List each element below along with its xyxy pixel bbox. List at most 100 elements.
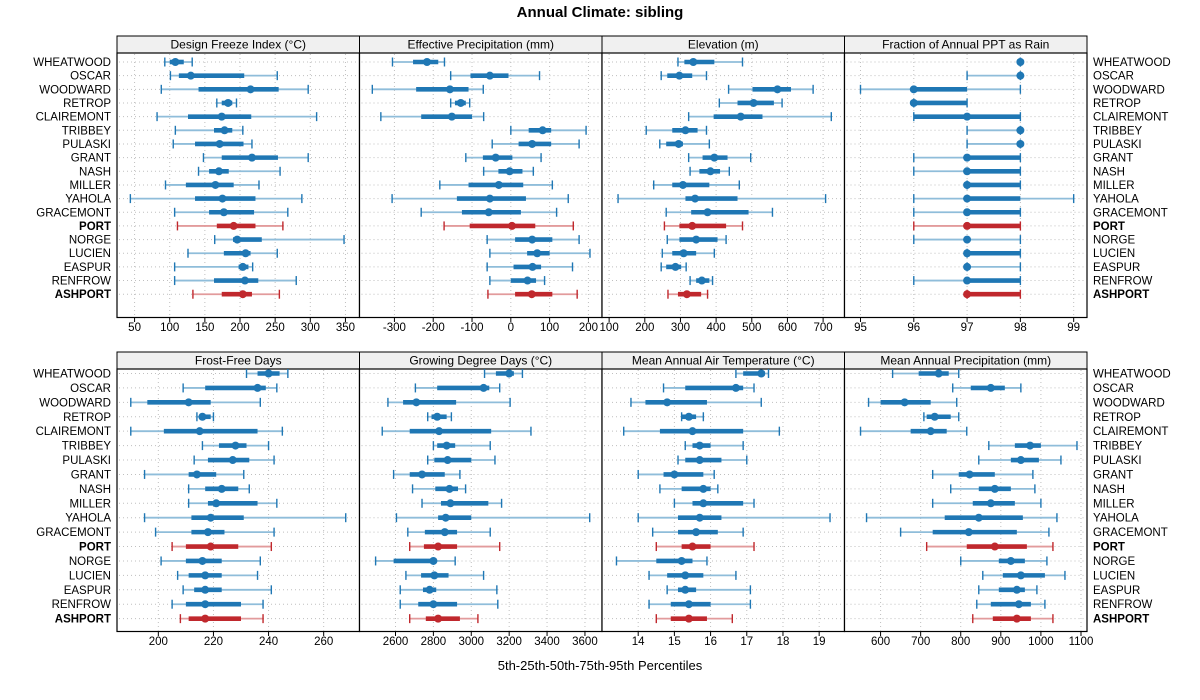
median-dot <box>484 208 493 217</box>
median-dot <box>195 427 204 436</box>
panel-mean-annual-precipitation-mm: Mean Annual Precipitation (mm) 600 700 800 9… <box>843 351 1093 648</box>
median-dot <box>663 398 672 407</box>
percentile-row-miller <box>361 498 600 508</box>
station-label-right-port: PORT <box>1093 542 1125 554</box>
percentile-row-nash <box>846 166 1085 176</box>
station-label-right-port: PORT <box>1093 221 1125 233</box>
axis-tick-label: 16 <box>704 636 717 648</box>
median-dot <box>703 208 712 217</box>
percentile-row-yahola <box>846 513 1085 523</box>
median-dot <box>963 290 972 299</box>
median-dot <box>1016 71 1025 80</box>
percentile-row-wheatwood <box>361 369 600 378</box>
station-label-left-pulaski: PULASKI <box>62 455 111 467</box>
axis-tick-label: 150 <box>195 322 214 334</box>
percentile-row-grant <box>119 469 358 479</box>
axis-tick-label: 98 <box>1014 322 1027 334</box>
station-label-left-wheatwood: WHEATWOOD <box>33 57 111 69</box>
axis-tick-label: 250 <box>266 322 285 334</box>
station-label-left-yahola: YAHOLA <box>65 513 111 525</box>
median-dot <box>528 235 537 244</box>
percentile-row-gracemont <box>361 527 600 537</box>
median-dot <box>684 614 693 623</box>
median-dot <box>986 383 995 392</box>
station-label-left-woodward: WOODWARD <box>39 397 111 409</box>
station-label-left-renfrow: RENFROW <box>52 276 112 288</box>
median-dot <box>963 221 972 230</box>
panel-title: Frost-Free Days <box>195 354 282 368</box>
median-dot <box>682 290 691 299</box>
station-label-right-retrop: RETROP <box>1093 412 1141 424</box>
station-label-left-norge: NORGE <box>69 235 112 247</box>
median-dot <box>677 556 686 565</box>
station-label-right-gracemont: GRACEMONT <box>1093 207 1168 219</box>
median-dot <box>212 499 221 508</box>
median-dot <box>695 441 704 450</box>
station-label-right-clairemont: CLAIREMONT <box>1093 426 1168 438</box>
median-dot <box>485 71 494 80</box>
median-dot <box>736 112 745 121</box>
station-label-right-miller: MILLER <box>1093 498 1135 510</box>
median-dot <box>1016 126 1025 135</box>
percentile-row-miller <box>119 180 358 190</box>
percentile-row-pulaski <box>846 455 1085 465</box>
median-dot <box>505 167 514 176</box>
percentile-row-tribbey <box>604 441 843 451</box>
percentile-row-clairemont <box>604 426 843 436</box>
percentile-row-retrop <box>361 412 600 422</box>
station-label-right-norge: NORGE <box>1093 556 1136 568</box>
station-label-right-lucien: LUCIEN <box>1093 248 1135 260</box>
median-dot <box>990 484 999 493</box>
percentile-row-miller <box>604 498 843 508</box>
median-dot <box>224 98 233 107</box>
percentile-row-port <box>361 221 600 231</box>
station-label-right-tribbey: TRIBBEY <box>1093 125 1143 137</box>
percentile-row-renfrow <box>604 599 843 609</box>
median-dot <box>909 98 918 107</box>
station-label-right-clairemont: CLAIREMONT <box>1093 112 1168 124</box>
percentile-row-yahola <box>604 194 843 204</box>
median-dot <box>963 262 972 271</box>
median-dot <box>533 249 542 258</box>
median-dot <box>253 383 262 392</box>
median-dot <box>241 249 250 258</box>
median-dot <box>990 542 999 551</box>
percentile-row-renfrow <box>604 276 843 286</box>
median-dot <box>217 484 226 493</box>
median-dot <box>689 58 698 66</box>
axis-tick-label: 3600 <box>572 636 598 648</box>
median-dot <box>695 513 704 522</box>
station-label-left-renfrow: RENFROW <box>52 599 112 611</box>
percentile-row-gracemont <box>604 207 843 217</box>
percentile-row-ashport <box>361 289 600 299</box>
median-dot <box>215 139 224 148</box>
median-dot <box>974 513 983 522</box>
median-dot <box>264 369 273 378</box>
percentile-row-nash <box>361 484 600 494</box>
percentile-row-ashport <box>604 289 843 299</box>
median-dot <box>442 441 451 450</box>
percentile-row-yahola <box>846 194 1085 204</box>
axis-tick-label: 3200 <box>496 636 522 648</box>
station-label-left-gracemont: GRACEMONT <box>36 527 111 539</box>
percentile-row-lucien <box>361 248 600 258</box>
median-dot <box>446 499 455 508</box>
percentile-row-nash <box>361 166 600 176</box>
median-dot <box>671 262 680 271</box>
axis-tick-label: 96 <box>907 322 920 334</box>
percentile-row-gracemont <box>119 527 358 537</box>
median-dot <box>203 528 212 537</box>
axis-tick-label: 100 <box>600 322 619 334</box>
axis-tick-label: 95 <box>854 322 867 334</box>
percentile-row-renfrow <box>119 276 358 286</box>
percentile-row-miller <box>846 180 1085 190</box>
percentile-row-easpur <box>119 585 358 595</box>
median-dot <box>706 167 715 176</box>
station-label-left-lucien: LUCIEN <box>69 248 111 260</box>
axis-tick-label: 2800 <box>421 636 447 648</box>
median-dot <box>695 456 704 465</box>
median-dot <box>1016 456 1025 465</box>
axis-tick-label: 19 <box>813 636 826 648</box>
panel-growing-degree-days-c: Growing Degree Days (°C) 2600 2800 3000 3200… <box>358 351 603 648</box>
axis-tick-label: 350 <box>336 322 355 334</box>
